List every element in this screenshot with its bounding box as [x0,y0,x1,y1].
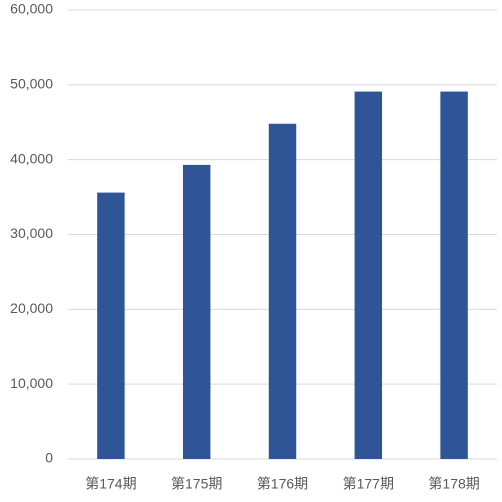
x-tick-label: 第178期 [428,476,479,492]
y-tick-label: 20,000 [10,300,53,316]
y-tick-label: 30,000 [10,225,53,241]
y-tick-label: 0 [45,450,53,466]
x-tick-label: 第174期 [85,476,136,492]
bar [440,91,468,460]
bar [182,164,211,459]
y-tick-label: 60,000 [10,1,53,17]
y-tick-label: 40,000 [10,150,53,166]
bar [354,91,383,460]
bar [268,123,297,459]
x-tick-label: 第176期 [257,476,308,492]
y-tick-label: 50,000 [10,76,53,92]
x-tick-label: 第175期 [171,476,222,492]
bar [97,192,125,460]
y-tick-label: 10,000 [10,375,53,391]
x-tick-label: 第177期 [343,476,394,492]
